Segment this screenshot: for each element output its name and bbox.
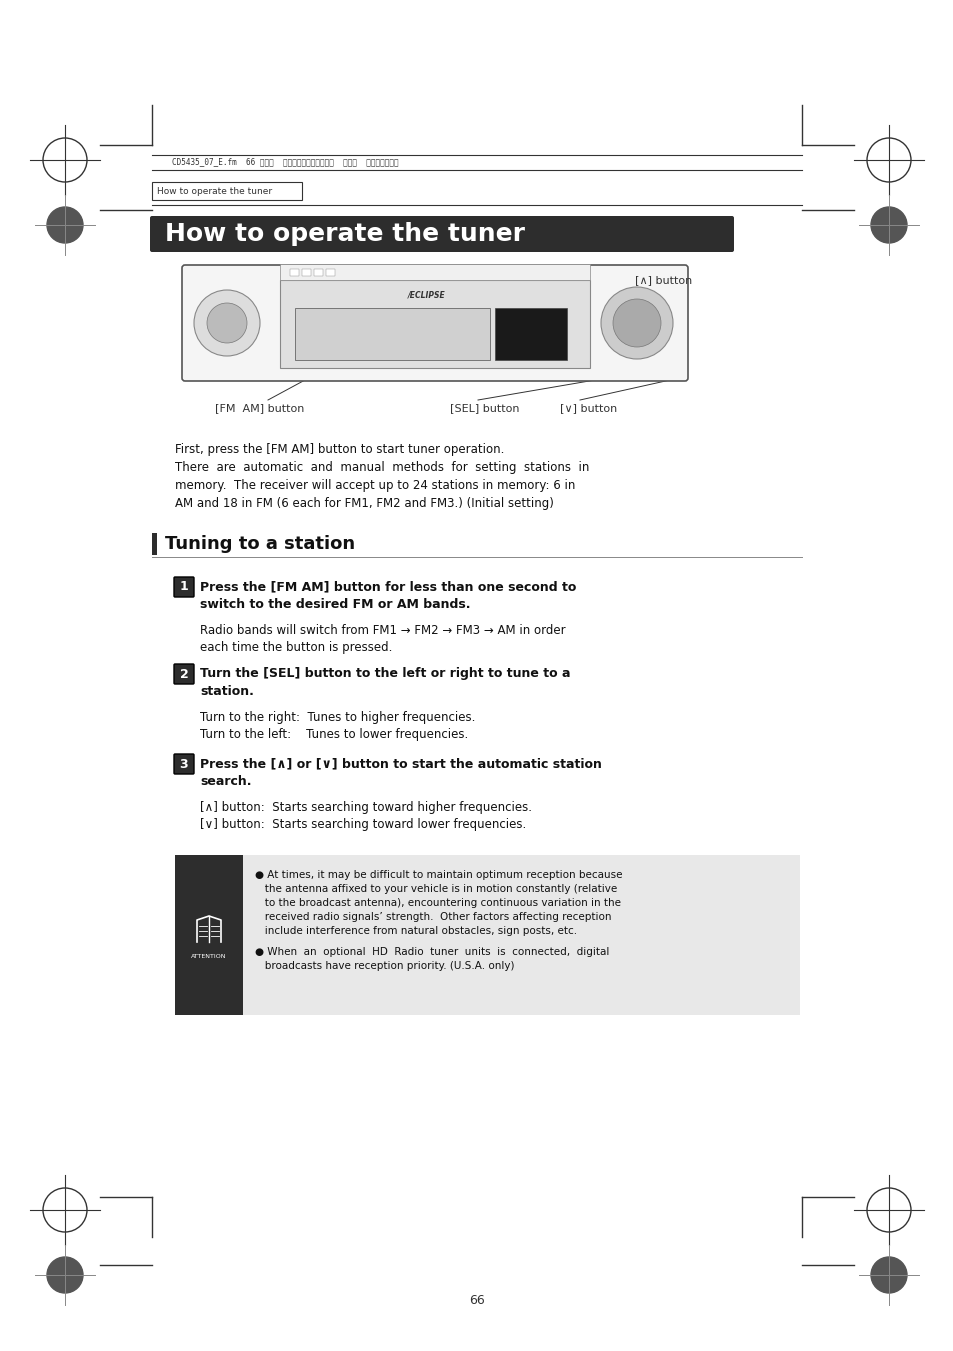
Bar bbox=[280, 263, 589, 280]
Text: AM and 18 in FM (6 each for FM1, FM2 and FM3.) (Initial setting): AM and 18 in FM (6 each for FM1, FM2 and… bbox=[174, 497, 554, 509]
Text: [∧] button:  Starts searching toward higher frequencies.: [∧] button: Starts searching toward high… bbox=[200, 801, 532, 815]
Text: Turn to the right:  Tunes to higher frequencies.: Turn to the right: Tunes to higher frequ… bbox=[200, 711, 475, 724]
Text: each time the button is pressed.: each time the button is pressed. bbox=[200, 640, 392, 654]
FancyBboxPatch shape bbox=[173, 577, 193, 597]
Bar bbox=[174, 855, 800, 1015]
Bar bbox=[294, 308, 490, 359]
Bar bbox=[495, 308, 566, 359]
Bar bbox=[280, 280, 589, 367]
Bar bbox=[326, 269, 335, 276]
Text: 3: 3 bbox=[179, 758, 188, 770]
FancyBboxPatch shape bbox=[182, 265, 687, 381]
FancyBboxPatch shape bbox=[152, 182, 302, 200]
FancyBboxPatch shape bbox=[173, 663, 193, 684]
Bar bbox=[290, 269, 298, 276]
Circle shape bbox=[207, 303, 247, 343]
Text: the antenna affixed to your vehicle is in motion constantly (relative: the antenna affixed to your vehicle is i… bbox=[254, 884, 617, 894]
Text: ● When  an  optional  HD  Radio  tuner  units  is  connected,  digital: ● When an optional HD Radio tuner units … bbox=[254, 947, 609, 957]
Text: ● At times, it may be difficult to maintain optimum reception because: ● At times, it may be difficult to maint… bbox=[254, 870, 622, 880]
Text: Press the [∧] or [∨] button to start the automatic station
search.: Press the [∧] or [∨] button to start the… bbox=[200, 757, 601, 788]
Text: include interference from natural obstacles, sign posts, etc.: include interference from natural obstac… bbox=[254, 925, 577, 936]
Text: 1: 1 bbox=[179, 581, 188, 593]
Text: CD5435_07_E.fm  66 ページ  ２００４年１２月１５日  水曜日  午後６晎１７分: CD5435_07_E.fm 66 ページ ２００４年１２月１５日 水曜日 午後… bbox=[172, 158, 398, 166]
Text: 66: 66 bbox=[469, 1293, 484, 1306]
Circle shape bbox=[47, 1256, 83, 1293]
FancyBboxPatch shape bbox=[150, 216, 733, 253]
Text: [SEL] button: [SEL] button bbox=[450, 403, 519, 413]
Text: Press the [FM AM] button for less than one second to
switch to the desired FM or: Press the [FM AM] button for less than o… bbox=[200, 580, 576, 611]
Text: How to operate the tuner: How to operate the tuner bbox=[165, 222, 524, 246]
Text: [∧] button: [∧] button bbox=[635, 276, 692, 285]
Bar bbox=[174, 855, 243, 1015]
Text: received radio signals’ strength.  Other factors affecting reception: received radio signals’ strength. Other … bbox=[254, 912, 611, 921]
Circle shape bbox=[600, 286, 672, 359]
Text: memory.  The receiver will accept up to 24 stations in memory: 6 in: memory. The receiver will accept up to 2… bbox=[174, 480, 575, 492]
Text: 2: 2 bbox=[179, 667, 188, 681]
Text: to the broadcast antenna), encountering continuous variation in the: to the broadcast antenna), encountering … bbox=[254, 898, 620, 908]
Text: Tuning to a station: Tuning to a station bbox=[165, 535, 355, 553]
Text: [FM  AM] button: [FM AM] button bbox=[214, 403, 304, 413]
Text: Turn the [SEL] button to the left or right to tune to a
station.: Turn the [SEL] button to the left or rig… bbox=[200, 667, 570, 698]
Circle shape bbox=[870, 207, 906, 243]
Circle shape bbox=[613, 299, 660, 347]
Text: ATTENTION: ATTENTION bbox=[191, 955, 227, 959]
Text: Turn to the left:    Tunes to lower frequencies.: Turn to the left: Tunes to lower frequen… bbox=[200, 728, 468, 740]
Circle shape bbox=[870, 1256, 906, 1293]
Text: There  are  automatic  and  manual  methods  for  setting  stations  in: There are automatic and manual methods f… bbox=[174, 461, 589, 474]
Bar bbox=[314, 269, 323, 276]
Text: [∨] button: [∨] button bbox=[559, 403, 617, 413]
Text: [∨] button:  Starts searching toward lower frequencies.: [∨] button: Starts searching toward lowe… bbox=[200, 817, 526, 831]
Circle shape bbox=[47, 207, 83, 243]
Text: broadcasts have reception priority. (U.S.A. only): broadcasts have reception priority. (U.S… bbox=[254, 961, 514, 971]
Bar bbox=[302, 269, 311, 276]
Text: Radio bands will switch from FM1 → FM2 → FM3 → AM in order: Radio bands will switch from FM1 → FM2 →… bbox=[200, 624, 565, 638]
FancyBboxPatch shape bbox=[173, 754, 193, 774]
Circle shape bbox=[193, 290, 260, 357]
Bar bbox=[152, 534, 157, 555]
Text: How to operate the tuner: How to operate the tuner bbox=[157, 186, 272, 196]
Text: /ECLIPSE: /ECLIPSE bbox=[408, 290, 445, 300]
Text: First, press the [FM AM] button to start tuner operation.: First, press the [FM AM] button to start… bbox=[174, 443, 504, 457]
